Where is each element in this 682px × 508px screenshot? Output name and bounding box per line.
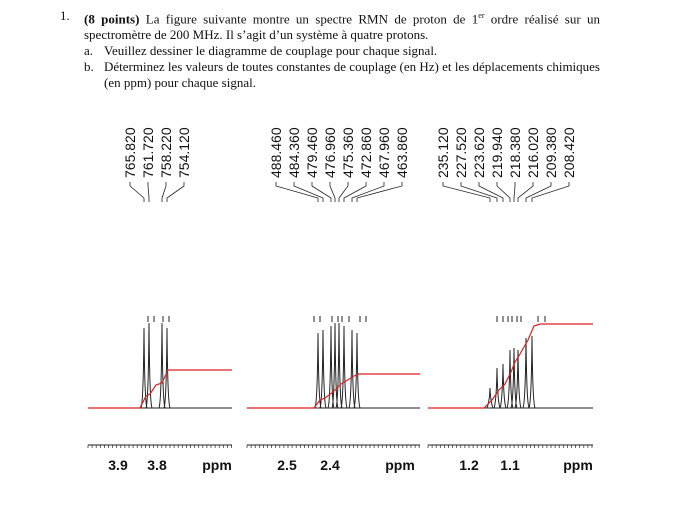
- axis-unit: ppm: [202, 457, 232, 473]
- peak-connector: [147, 182, 150, 202]
- peak: [522, 337, 530, 409]
- peak-connector: [311, 182, 332, 202]
- axis-unit: ppm: [385, 457, 415, 473]
- item-marker: b.: [84, 59, 94, 75]
- integration-curve: [247, 373, 420, 409]
- peak-connector: [129, 182, 145, 202]
- peak: [331, 322, 339, 409]
- peak-connector: [442, 182, 491, 202]
- axis-label: 3.8: [147, 457, 167, 473]
- peak-connector: [338, 182, 349, 202]
- peak-label: 223.620: [471, 127, 487, 178]
- peak-label: 216.020: [525, 127, 541, 178]
- peak: [163, 327, 171, 409]
- peak-connector: [517, 182, 534, 202]
- item: a. Veuillez dessiner le diagramme de coup…: [84, 43, 600, 59]
- peak-connector: [161, 182, 167, 202]
- peak: [353, 332, 361, 409]
- peak-label: 475.360: [340, 127, 356, 178]
- peak-label: 235.120: [435, 127, 451, 178]
- peak-label: 463.860: [394, 127, 410, 178]
- peak-connector: [329, 182, 336, 202]
- peak-label: 761.720: [140, 127, 156, 178]
- peak-connector: [496, 182, 511, 202]
- peak: [528, 335, 536, 409]
- axis-label: 2.4: [320, 457, 340, 473]
- axis-unit: ppm: [563, 457, 593, 473]
- question: 1. (8 points) La figure suivante montre …: [60, 8, 600, 91]
- peak-connector: [460, 182, 498, 202]
- question-row: 1. (8 points) La figure suivante montre …: [60, 8, 600, 43]
- item: b. Déterminez les valeurs de toutes const…: [84, 59, 600, 91]
- item-text: Veuillez dessiner le diagramme de coupla…: [104, 43, 438, 59]
- integration-curve: [88, 369, 232, 409]
- peak: [340, 325, 348, 409]
- peak: [499, 363, 507, 409]
- peak-label: 484.360: [286, 127, 302, 178]
- peak: [335, 322, 343, 409]
- peak: [514, 349, 522, 409]
- text: La figure suivante montre un spectre RMN…: [145, 11, 479, 27]
- peak: [493, 367, 501, 409]
- item-marker: a.: [84, 43, 94, 59]
- peak-connector: [525, 182, 552, 202]
- axis-label: 2.5: [277, 457, 297, 473]
- peak-connector: [478, 182, 504, 202]
- axis-label: 1.1: [500, 457, 520, 473]
- peak: [510, 347, 518, 409]
- item-text: Déterminez les valeurs de toutes constan…: [104, 59, 600, 91]
- peak-label: 754.120: [176, 127, 192, 178]
- peak-label: 488.460: [268, 127, 284, 178]
- peak-label: 467.960: [376, 127, 392, 178]
- peak: [486, 387, 494, 409]
- peak-connector: [351, 182, 385, 202]
- axis-label: 3.9: [108, 457, 128, 473]
- peak: [158, 322, 166, 409]
- peak-label: 209.380: [543, 127, 559, 178]
- peak-label: 227.520: [453, 127, 469, 178]
- peak-connector: [531, 182, 570, 202]
- superscript: er: [478, 11, 485, 20]
- peak: [348, 329, 356, 409]
- peak-label: 765.820: [122, 127, 138, 178]
- peak: [327, 325, 335, 409]
- peak-connector: [293, 182, 324, 202]
- axis-label: 1.2: [459, 457, 479, 473]
- peak: [140, 327, 148, 409]
- peak-label: 472.860: [358, 127, 374, 178]
- peak-connector: [356, 182, 403, 202]
- question-text: (8 points) La figure suivante montre un …: [84, 8, 600, 43]
- points: (8 points): [84, 11, 140, 27]
- question-number: 1.: [60, 8, 70, 23]
- peak: [145, 322, 153, 409]
- peak-connector: [275, 182, 319, 202]
- peak-label: 208.420: [561, 127, 577, 178]
- peak-label: 479.460: [304, 127, 320, 178]
- peak-label: 218.380: [507, 127, 523, 178]
- peak: [314, 332, 322, 409]
- peak-label: 219.940: [489, 127, 505, 178]
- peak: [319, 329, 327, 409]
- text: ordre réalisé sur un spectromètre de 200…: [84, 11, 600, 43]
- peak-connector: [343, 182, 367, 202]
- peak-connector: [166, 182, 185, 202]
- peak-label: 476.960: [322, 127, 338, 178]
- integration-curve: [428, 323, 593, 409]
- peak-label: 758.220: [158, 127, 174, 178]
- peak-connector: [513, 182, 516, 202]
